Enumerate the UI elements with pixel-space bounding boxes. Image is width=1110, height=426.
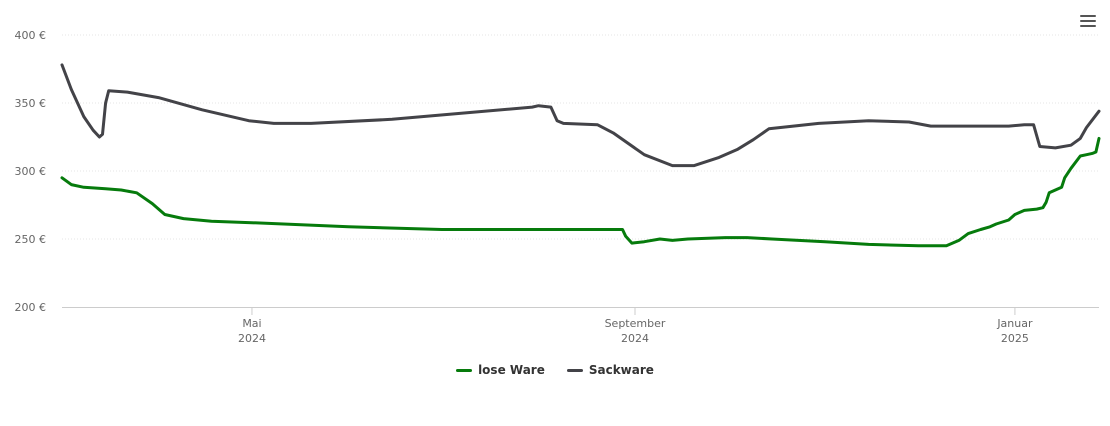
hamburger-menu-icon-line (1080, 25, 1096, 28)
y-tick-label: 250 € (15, 233, 47, 246)
hamburger-menu-icon-line (1080, 20, 1096, 23)
series-line-lose-ware (60, 136, 1101, 248)
series-layer (60, 63, 1101, 248)
legend-item-lose-ware[interactable]: lose Ware (456, 363, 545, 377)
y-tick-label: 200 € (15, 301, 47, 314)
x-tick-label-month: Mai (242, 317, 261, 330)
y-tick-label: 400 € (15, 29, 47, 42)
hamburger-menu-icon (1080, 15, 1096, 18)
axis-layer: 200 € 250 € 300 € 350 € 400 € Mai 2024 Septembe… (15, 29, 1099, 345)
legend-label-sackware: Sackware (588, 363, 654, 377)
legend-swatch-lose-ware (456, 368, 473, 372)
x-tick-label-month: Januar (996, 317, 1033, 330)
x-tick-label-year: 2024 (621, 332, 649, 345)
y-tick-label: 300 € (15, 165, 47, 178)
chart-legend: lose Ware Sackware (0, 363, 1110, 377)
x-tick-label-month: September (605, 317, 666, 330)
series-line-sackware (60, 63, 1101, 168)
y-tick-label: 350 € (15, 97, 47, 110)
x-tick-label-year: 2025 (1001, 332, 1029, 345)
legend-item-sackware[interactable]: Sackware (566, 363, 654, 377)
chart-menu-button[interactable] (1078, 12, 1098, 30)
x-tick-label-year: 2024 (238, 332, 266, 345)
legend-swatch-sackware (566, 368, 583, 372)
grid-layer (62, 34, 1099, 240)
legend-label-lose-ware: lose Ware (478, 363, 545, 377)
